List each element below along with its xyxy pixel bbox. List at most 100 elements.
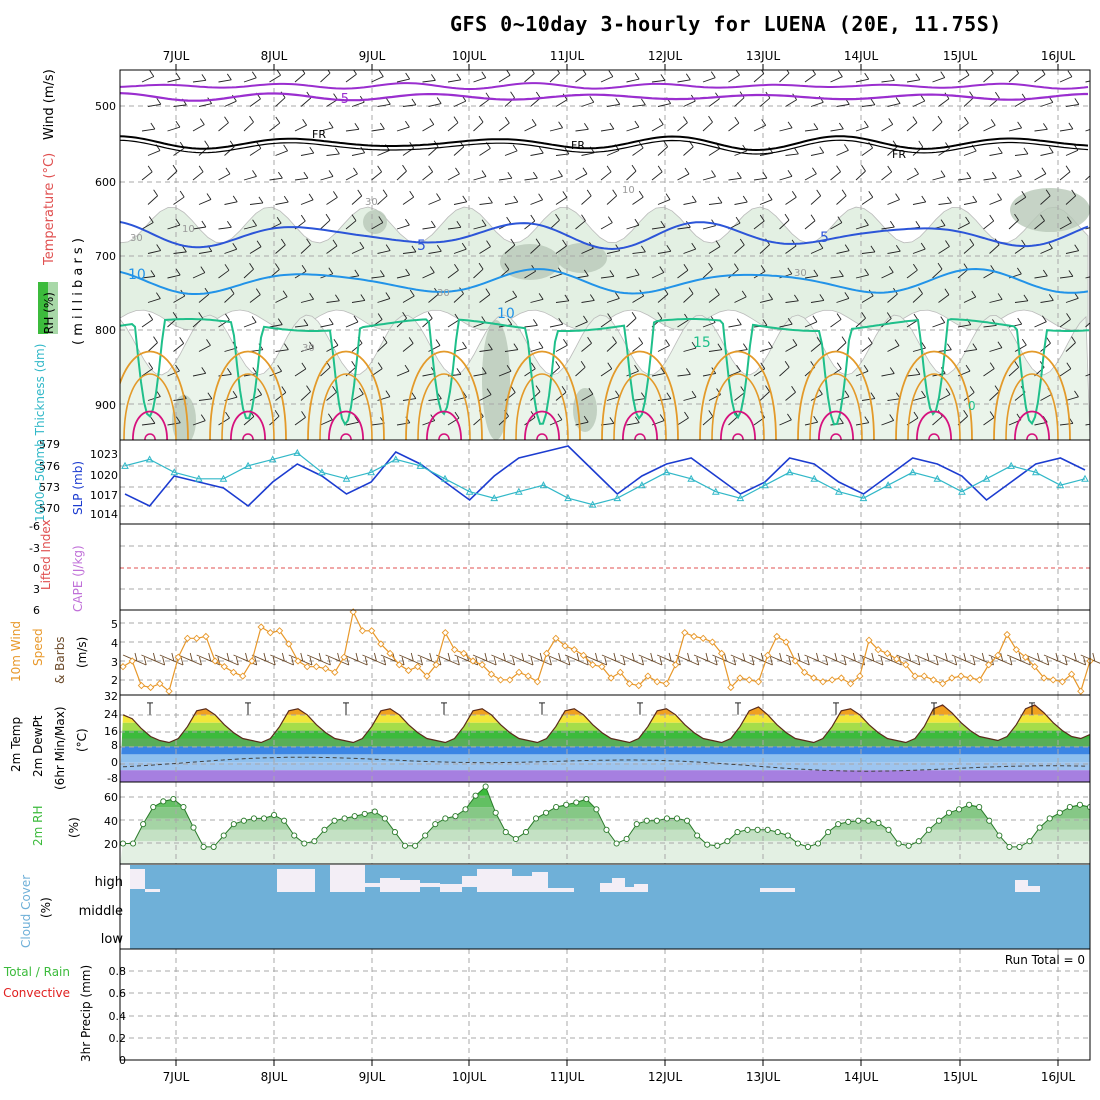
upper-barb-flag bbox=[940, 170, 946, 177]
upper-barb bbox=[167, 170, 178, 181]
upper-barb bbox=[810, 247, 824, 254]
t2-tick-32: 32 bbox=[104, 690, 118, 703]
cloud-gap bbox=[1015, 880, 1028, 892]
rh2m-marker bbox=[351, 813, 358, 820]
upper-barb bbox=[549, 72, 560, 83]
upper-barb bbox=[428, 293, 439, 303]
ylabel-millibars: ( m i l l i b a r s ) bbox=[71, 238, 86, 345]
wind10-marker bbox=[506, 676, 514, 684]
upper-barb-flag bbox=[562, 191, 568, 198]
upper-barb-flag bbox=[1046, 336, 1051, 344]
contour-25-inner bbox=[536, 433, 548, 440]
upper-barb bbox=[473, 268, 484, 279]
upper-barb-flag bbox=[634, 72, 640, 80]
upper-barb-flag bbox=[582, 167, 588, 175]
rh2m-marker bbox=[1066, 804, 1073, 811]
wind10-marker bbox=[137, 681, 146, 690]
upper-barb-flag bbox=[405, 120, 410, 128]
upper-barb bbox=[575, 128, 589, 132]
temp2m-band bbox=[120, 754, 1090, 763]
upper-barb bbox=[530, 244, 541, 254]
upper-barb bbox=[861, 147, 873, 156]
upper-barb-flag bbox=[965, 216, 970, 224]
upper-barb bbox=[702, 322, 716, 328]
contour-20 bbox=[209, 350, 287, 440]
upper-barb-flag bbox=[886, 312, 892, 319]
ylabel-2m-dewpt: 2m DewPt bbox=[31, 715, 45, 777]
upper-barb-flag bbox=[504, 263, 510, 270]
upper-barb bbox=[683, 100, 696, 107]
upper-barb-flag bbox=[580, 361, 586, 368]
upper-barb-flag bbox=[558, 121, 563, 129]
wind10-barb-flag bbox=[806, 656, 810, 666]
ylabel-rh-unit: (%) bbox=[67, 817, 81, 838]
wind10-marker bbox=[183, 634, 192, 642]
contour-label-fr-3: FR bbox=[892, 148, 906, 161]
temp2m-band bbox=[120, 746, 1090, 755]
wind10-marker bbox=[911, 672, 919, 680]
upper-barb-flag bbox=[303, 171, 309, 179]
date-label-top: 16JUL bbox=[1041, 49, 1076, 63]
upper-barb bbox=[1092, 105, 1100, 107]
date-label-top: 10JUL bbox=[452, 49, 487, 63]
upper-barb bbox=[830, 222, 843, 230]
upper-barb-flag bbox=[332, 191, 338, 198]
upper-barb bbox=[626, 170, 637, 181]
upper-barb bbox=[371, 128, 385, 132]
upper-barb-flag bbox=[507, 318, 513, 325]
upper-barb-flag bbox=[485, 288, 491, 295]
wind10-marker bbox=[432, 661, 440, 669]
upper-barb bbox=[600, 222, 613, 230]
upper-barb bbox=[345, 73, 357, 83]
cloud-high-fill bbox=[1040, 865, 1090, 892]
upper-barb-flag bbox=[354, 415, 360, 423]
upper-barb-flag bbox=[301, 264, 307, 272]
upper-barb bbox=[887, 345, 900, 352]
upper-barb bbox=[575, 173, 588, 181]
contour-25 bbox=[524, 410, 560, 440]
contour-25-inner bbox=[634, 433, 646, 440]
upper-barb-flag bbox=[918, 140, 924, 148]
upper-barb-flag bbox=[913, 313, 919, 321]
date-label-top: 9JUL bbox=[359, 49, 386, 63]
upper-barb-flag bbox=[864, 268, 870, 276]
upper-barb-flag bbox=[333, 339, 339, 346]
upper-barb bbox=[498, 177, 512, 181]
rh2m-marker bbox=[271, 811, 278, 819]
contour-20-inner bbox=[613, 373, 667, 440]
wind10-marker bbox=[487, 670, 496, 678]
upper-barb-flag bbox=[688, 287, 694, 294]
wind10-barb bbox=[703, 658, 718, 666]
upper-barb bbox=[422, 420, 435, 426]
upper-barb bbox=[1092, 148, 1100, 156]
rh2m-marker bbox=[865, 817, 872, 824]
upper-barb-flag bbox=[836, 362, 842, 370]
upper-barb-flag bbox=[918, 287, 923, 294]
rh2m-marker bbox=[814, 840, 822, 847]
wind10-barb-flag bbox=[429, 652, 433, 662]
upper-barb bbox=[989, 152, 1003, 156]
upper-barb-flag bbox=[455, 167, 460, 175]
upper-barb-flag bbox=[861, 311, 866, 319]
thickness-marker bbox=[736, 494, 745, 502]
wind10-barb-flag bbox=[318, 652, 322, 662]
contour-25 bbox=[720, 410, 756, 440]
upper-barb-flag bbox=[634, 268, 640, 276]
rh2m-marker bbox=[140, 821, 147, 828]
upper-barb-flag bbox=[530, 362, 536, 370]
upper-barb bbox=[887, 199, 900, 205]
upper-barb-flag bbox=[149, 70, 155, 77]
wind10-marker bbox=[395, 661, 403, 669]
upper-barb-flag bbox=[839, 270, 844, 277]
contour-label-5-a: 5 bbox=[417, 238, 426, 254]
upper-barb bbox=[626, 274, 640, 279]
run-total: Run Total = 0 bbox=[1005, 953, 1085, 967]
upper-barb bbox=[300, 199, 314, 205]
slp-tick-1014: 1014 bbox=[90, 508, 118, 521]
upper-barb-flag bbox=[300, 214, 306, 222]
upper-barb-flag bbox=[1074, 244, 1080, 251]
upper-barb-flag bbox=[249, 115, 254, 123]
wind10-marker bbox=[681, 629, 689, 637]
upper-barb-flag bbox=[888, 266, 894, 273]
upper-barb-flag bbox=[385, 292, 391, 299]
